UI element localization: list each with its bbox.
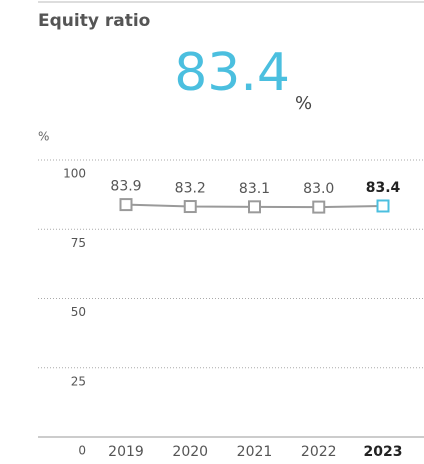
point-marker: [183, 200, 197, 214]
chart-title: Equity ratio: [38, 11, 150, 31]
x-tick-label: 2021: [237, 444, 273, 460]
data-label: 83.9: [110, 179, 141, 195]
y-unit: %: [38, 130, 49, 144]
data-label: 83.1: [239, 181, 270, 197]
x-tick-label: 2022: [301, 444, 337, 460]
headline-unit: %: [295, 93, 312, 114]
headline-value: 83.4: [174, 43, 290, 103]
point-marker: [248, 200, 261, 214]
data-label: 83.2: [175, 181, 206, 197]
point-marker: [119, 198, 133, 212]
x-tick-label: 2019: [108, 444, 144, 460]
y-tick-label: 75: [71, 236, 86, 250]
y-tick-label: 100: [63, 167, 86, 181]
y-tick-label: 50: [71, 305, 86, 319]
point-marker: [376, 199, 390, 213]
x-tick-label: 2023: [364, 444, 403, 460]
data-label: 83.4: [366, 180, 401, 196]
y-tick-label: 0: [78, 444, 86, 458]
data-label: 83.0: [303, 181, 334, 197]
point-marker: [312, 200, 326, 214]
x-tick-label: 2020: [172, 444, 208, 460]
y-tick-label: 25: [71, 374, 86, 388]
